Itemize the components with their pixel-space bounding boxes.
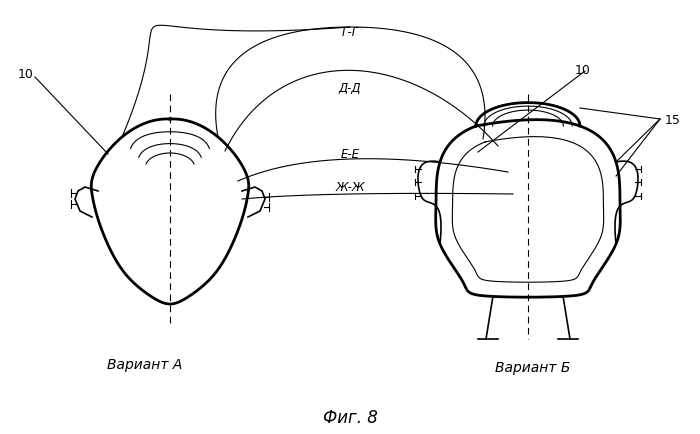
Text: Д-Д: Д-Д <box>339 81 361 94</box>
Text: Вариант Б: Вариант Б <box>496 360 570 374</box>
Text: 10: 10 <box>575 63 591 76</box>
Text: Ж-Ж: Ж-Ж <box>335 181 365 194</box>
Text: 10: 10 <box>18 68 34 81</box>
Text: Г-Г: Г-Г <box>342 26 358 39</box>
Text: Вариант А: Вариант А <box>107 357 183 371</box>
Text: 15: 15 <box>665 113 681 126</box>
Text: Е-Е: Е-Е <box>340 148 360 161</box>
Text: Фиг. 8: Фиг. 8 <box>323 408 377 426</box>
